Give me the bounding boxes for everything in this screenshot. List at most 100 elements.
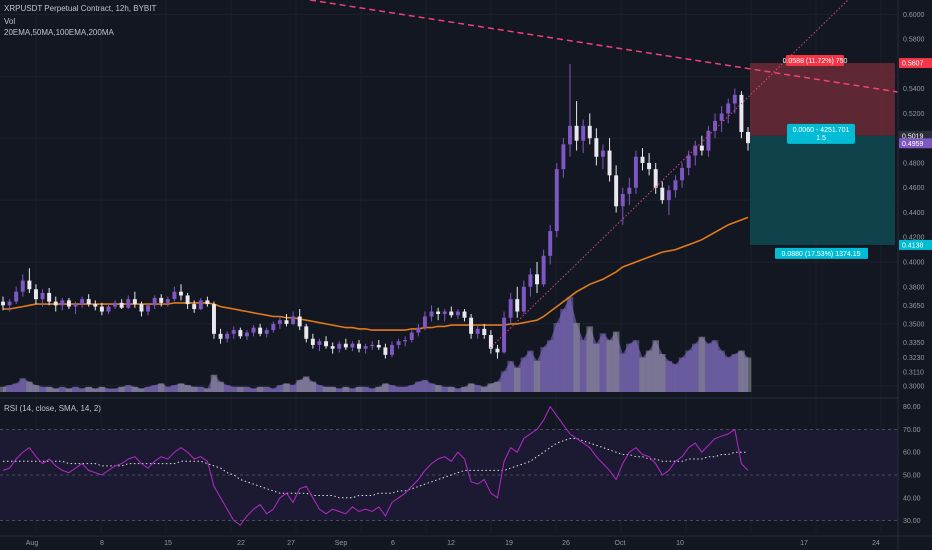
price-tick-label: 0.4400 xyxy=(903,210,925,217)
candle-body xyxy=(515,299,520,312)
candle-body xyxy=(1,301,5,306)
volume-bar xyxy=(553,322,561,392)
price-tick-label: 0.3800 xyxy=(903,284,925,291)
time-tick-label: 26 xyxy=(562,540,570,547)
volume-bar xyxy=(12,383,20,392)
candle-body xyxy=(739,94,744,132)
symbol-legend[interactable]: XRPUSDT Perpetual Contract, 12h, BYBIT xyxy=(4,4,157,13)
volume-bar xyxy=(395,386,402,392)
volume-bar xyxy=(26,381,33,392)
candle-body xyxy=(185,295,190,305)
candle-body xyxy=(422,316,427,328)
candle-body xyxy=(620,193,625,207)
target-label-bg xyxy=(775,247,868,259)
candle-body xyxy=(376,344,381,348)
volume-bar xyxy=(72,386,79,392)
candle-body xyxy=(106,306,111,312)
candles xyxy=(1,63,750,359)
price-tick-label: 0.4600 xyxy=(903,185,925,192)
volume-bar xyxy=(658,354,666,392)
candle-body xyxy=(337,343,342,349)
candle-body xyxy=(713,120,718,131)
volume-legend[interactable]: Vol xyxy=(4,17,16,26)
price-tag-label: 0.5019 xyxy=(902,133,924,140)
candle-body xyxy=(699,145,704,151)
rsi-pane xyxy=(2,405,749,526)
volume-bar xyxy=(111,388,119,392)
volume-bar xyxy=(421,379,429,392)
volume-bar xyxy=(157,383,165,392)
price-tick-label: 0.4000 xyxy=(903,260,925,267)
volume-bar xyxy=(78,388,86,392)
price-tick-label: 0.3650 xyxy=(903,303,925,310)
candle-body xyxy=(436,311,441,314)
candle-body xyxy=(587,125,592,139)
candle-body xyxy=(370,344,375,347)
rsi-band xyxy=(0,429,898,521)
price-tag-tag_entry_price xyxy=(899,130,932,141)
volume-area xyxy=(0,297,752,392)
candle-body xyxy=(179,291,183,296)
candle-body xyxy=(310,338,315,345)
price-tick-label: 0.3350 xyxy=(903,340,925,347)
rsi-legend[interactable]: RSI (14, close, SMA, 14, 2) xyxy=(4,404,101,413)
volume-bar xyxy=(533,360,541,392)
support-trendline[interactable] xyxy=(489,0,849,349)
drawn-lines[interactable] xyxy=(309,0,899,349)
candle-body xyxy=(640,156,645,163)
volume-bar xyxy=(329,386,336,392)
price-tick-label: 0.5400 xyxy=(903,86,925,93)
time-tick-label: 10 xyxy=(676,540,684,547)
volume-bar xyxy=(6,385,13,392)
volume-bar xyxy=(586,326,594,392)
candle-body xyxy=(600,150,605,157)
candle-body xyxy=(66,300,71,307)
candle-body xyxy=(673,180,678,191)
volume-bar xyxy=(368,388,376,392)
stop-loss-zone[interactable] xyxy=(750,63,895,136)
candle-body xyxy=(455,311,460,316)
volume-bar xyxy=(467,383,475,392)
candle-body xyxy=(225,333,230,339)
volume-bar xyxy=(289,385,297,392)
volume-bar xyxy=(428,383,435,392)
volume-bar xyxy=(731,354,739,392)
volume-bar xyxy=(487,383,495,392)
candle-body xyxy=(126,299,131,308)
time-tick-label: 6 xyxy=(391,540,395,547)
volume-bar xyxy=(184,385,191,392)
candle-body xyxy=(482,328,487,336)
candle-body xyxy=(14,291,19,302)
volume-bar xyxy=(164,386,172,392)
candle-body xyxy=(390,344,394,355)
candle-body xyxy=(47,292,52,302)
volume-bar xyxy=(309,381,317,392)
price-tick-label: 0.3000 xyxy=(903,383,925,390)
candle-body xyxy=(363,346,368,349)
candle-body xyxy=(211,304,216,334)
volume-bar xyxy=(448,386,455,392)
candle-body xyxy=(238,330,243,337)
candle-body xyxy=(304,326,309,339)
price-tick-label: 0.6000 xyxy=(903,12,925,19)
candle-body xyxy=(297,316,302,327)
volume-bar xyxy=(606,340,613,392)
rsi-line xyxy=(2,405,749,526)
time-tick-label: 27 xyxy=(287,540,295,547)
volume-bar xyxy=(85,386,93,392)
volume-bar xyxy=(210,374,218,392)
take-profit-zone[interactable] xyxy=(750,135,895,245)
ma-legend[interactable]: 20EMA,50MA,100EMA,200MA xyxy=(4,28,114,37)
volume-bar xyxy=(645,350,653,392)
rsi-tick-label: 60.00 xyxy=(903,450,921,457)
position-tool[interactable] xyxy=(750,63,895,245)
volume-bar xyxy=(171,385,178,392)
resistance-trendline[interactable] xyxy=(309,0,899,93)
target-label: 0.0880 (17.53%) 1374.15 xyxy=(781,251,860,258)
volume-bar xyxy=(302,376,310,392)
volume-bar xyxy=(335,388,343,392)
volume-bar xyxy=(527,350,534,392)
volume-bar xyxy=(92,388,99,392)
